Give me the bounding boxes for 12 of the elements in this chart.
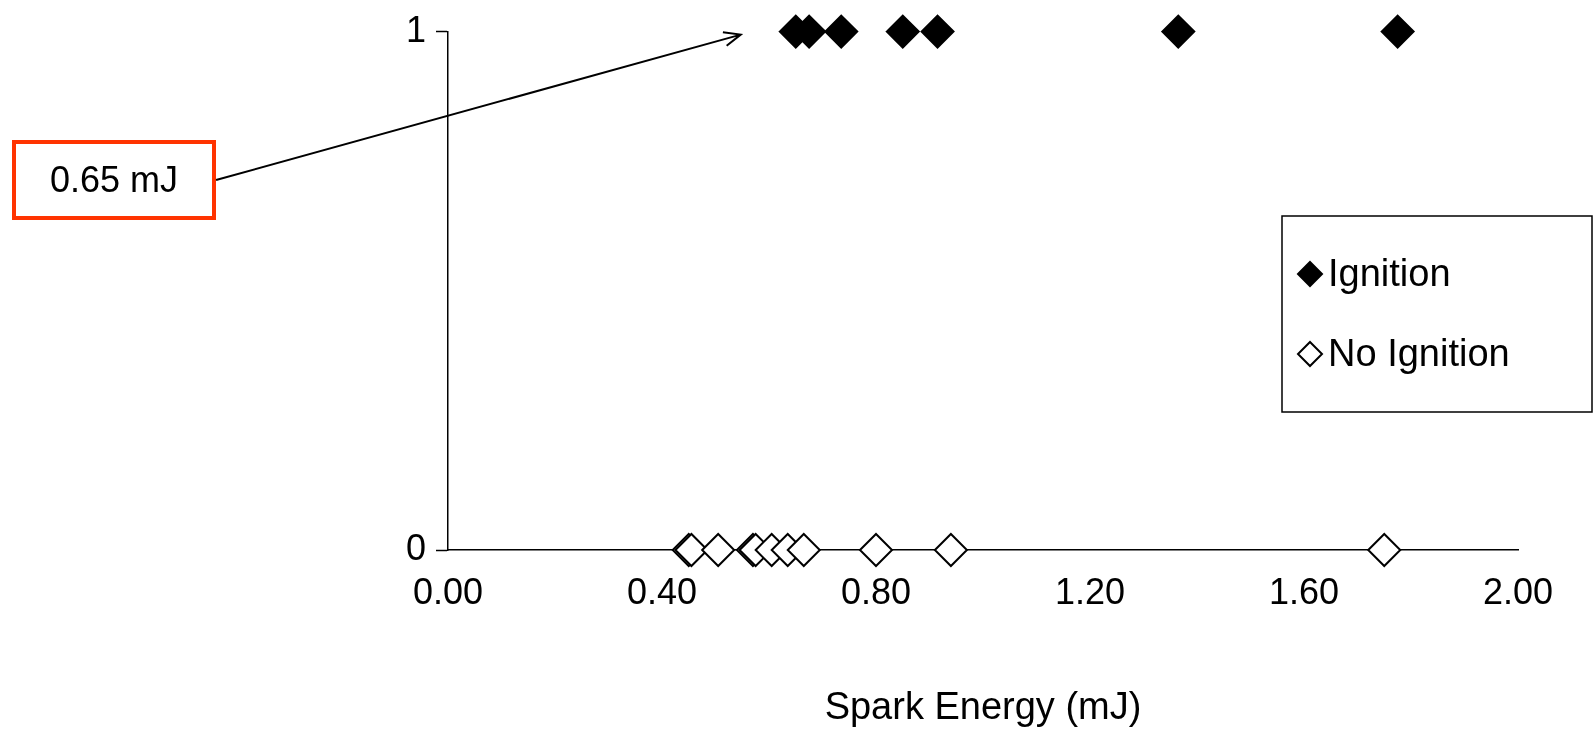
- x-axis-title: Spark Energy (mJ): [824, 684, 1142, 727]
- y-tick-label: 1: [405, 8, 426, 50]
- x-tick-label: 0.80: [840, 570, 912, 612]
- x-tick-label: 1.60: [1268, 570, 1340, 612]
- x-tick-label: 0.00: [412, 570, 484, 612]
- x-tick-label: 1.20: [1054, 570, 1126, 612]
- text: 0.65 mJ: [12, 140, 217, 220]
- x-tick-label: 0.40: [626, 570, 698, 612]
- x-tick-label: 2.00: [1482, 570, 1554, 612]
- y-tick-label: 0: [405, 526, 426, 568]
- legend-label: No Ignition: [1328, 332, 1510, 375]
- legend-label: Ignition: [1328, 252, 1451, 295]
